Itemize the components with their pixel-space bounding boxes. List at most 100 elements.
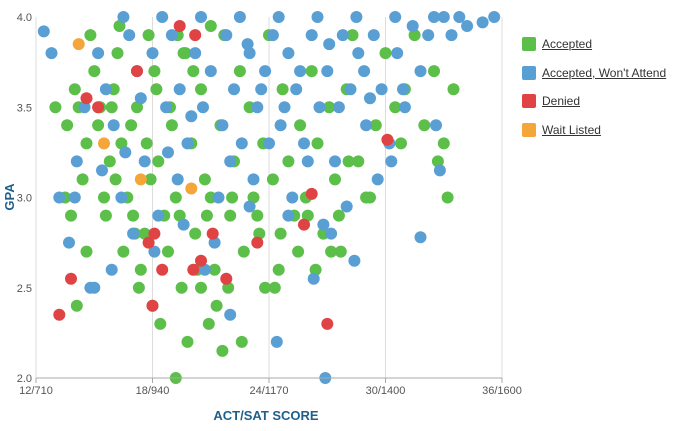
data-point-accepted-won-t-attend-25[interactable] [228,83,240,96]
data-point-accepted-won-t-attend-35[interactable] [305,29,318,42]
data-point-accepted-102[interactable] [125,119,138,132]
data-point-accepted-64[interactable] [408,29,421,42]
data-point-accepted-won-t-attend-3[interactable] [63,236,75,249]
data-point-accepted-88[interactable] [70,299,83,312]
data-point-accepted-34[interactable] [224,209,237,222]
data-point-accepted-7[interactable] [98,191,110,204]
data-point-accepted-won-t-attend-79[interactable] [198,263,211,276]
data-point-accepted-won-t-attend-81[interactable] [148,245,161,258]
data-point-accepted-won-t-attend-64[interactable] [350,11,363,23]
data-point-accepted-119[interactable] [441,191,454,204]
data-point-accepted-53[interactable] [323,101,336,114]
data-point-accepted-won-t-attend-92[interactable] [385,155,398,168]
data-point-accepted-70[interactable] [99,209,112,222]
data-point-accepted-won-t-attend-13[interactable] [138,155,151,168]
data-point-denied-15[interactable] [305,187,318,200]
data-point-accepted-won-t-attend-30[interactable] [266,29,279,42]
data-point-accepted-won-t-attend-105[interactable] [282,209,295,222]
data-point-accepted-44[interactable] [272,263,285,276]
data-point-accepted-1[interactable] [61,119,74,132]
data-point-denied-5[interactable] [148,227,161,240]
data-point-wait-listed-3[interactable] [134,173,147,186]
data-point-denied-14[interactable] [298,218,310,231]
data-point-accepted-won-t-attend-104[interactable] [243,200,256,213]
data-point-accepted-2[interactable] [68,83,81,96]
data-point-accepted-won-t-attend-11[interactable] [123,29,136,42]
data-point-accepted-won-t-attend-102[interactable] [177,218,190,231]
data-point-accepted-90[interactable] [200,209,213,222]
data-point-accepted-won-t-attend-24[interactable] [220,29,233,42]
data-point-accepted-17[interactable] [144,173,157,186]
data-point-accepted-68[interactable] [447,83,460,96]
data-point-accepted-won-t-attend-21[interactable] [197,101,209,114]
data-point-accepted-79[interactable] [204,20,217,32]
data-point-accepted-won-t-attend-29[interactable] [259,65,272,78]
data-point-accepted-won-t-attend-15[interactable] [152,209,165,222]
data-point-accepted-won-t-attend-83[interactable] [105,263,118,276]
data-point-accepted-13[interactable] [127,209,140,222]
data-point-accepted-won-t-attend-2[interactable] [53,191,66,204]
data-point-accepted-109[interactable] [202,317,215,330]
data-point-accepted-86[interactable] [65,209,77,222]
data-point-accepted-40[interactable] [253,227,266,240]
data-point-accepted-won-t-attend-85[interactable] [68,191,81,204]
data-point-accepted-16[interactable] [138,227,151,240]
data-point-accepted-won-t-attend-98[interactable] [162,146,174,159]
data-point-accepted-87[interactable] [80,245,93,258]
data-point-accepted-62[interactable] [389,101,402,114]
data-point-accepted-won-t-attend-69[interactable] [263,137,275,150]
data-point-accepted-won-t-attend-7[interactable] [92,47,105,60]
data-point-accepted-91[interactable] [226,191,239,204]
data-point-accepted-111[interactable] [216,344,229,357]
data-point-accepted-won-t-attend-73[interactable] [348,254,361,267]
data-point-accepted-57[interactable] [346,29,359,42]
legend-item-accepted-wont-attend[interactable]: Accepted, Won't Attend [522,59,666,88]
data-point-accepted-won-t-attend-37[interactable] [321,65,334,78]
data-point-accepted-61[interactable] [379,47,392,60]
data-point-accepted-won-t-attend-51[interactable] [430,119,442,132]
data-point-accepted-18[interactable] [148,65,161,78]
data-point-accepted-won-t-attend-5[interactable] [78,101,91,114]
data-point-denied-18[interactable] [92,101,105,114]
data-point-accepted-won-t-attend-70[interactable] [286,191,299,204]
data-point-accepted-98[interactable] [222,281,235,294]
data-point-denied-4[interactable] [142,236,155,249]
data-point-accepted-28[interactable] [195,83,207,96]
data-point-denied-10[interactable] [195,254,207,267]
data-point-accepted-won-t-attend-84[interactable] [88,281,101,294]
data-point-accepted-72[interactable] [132,281,145,294]
data-point-accepted-won-t-attend-103[interactable] [208,236,221,249]
data-point-accepted-24[interactable] [175,281,188,294]
data-point-accepted-won-t-attend-53[interactable] [445,29,458,42]
data-point-accepted-won-t-attend-40[interactable] [344,83,357,96]
data-point-accepted-won-t-attend-74[interactable] [414,231,427,244]
data-point-accepted-won-t-attend-68[interactable] [247,173,260,186]
data-point-accepted-36[interactable] [233,65,246,78]
data-point-accepted-won-t-attend-8[interactable] [99,83,112,96]
data-point-accepted-won-t-attend-38[interactable] [329,155,341,168]
data-point-accepted-67[interactable] [437,137,450,150]
data-point-accepted-won-t-attend-88[interactable] [255,83,268,96]
data-point-accepted-won-t-attend-52[interactable] [437,11,450,23]
data-point-accepted-won-t-attend-54[interactable] [453,11,466,23]
data-point-accepted-won-t-attend-41[interactable] [352,47,365,60]
data-point-accepted-won-t-attend-60[interactable] [195,11,207,23]
data-point-accepted-won-t-attend-43[interactable] [367,29,380,42]
data-point-accepted-51[interactable] [311,137,324,150]
data-point-accepted-won-t-attend-108[interactable] [364,92,376,105]
data-point-accepted-won-t-attend-14[interactable] [146,47,159,60]
data-point-accepted-won-t-attend-4[interactable] [70,155,83,168]
data-point-accepted-8[interactable] [103,155,116,168]
data-point-denied-8[interactable] [187,263,200,276]
data-point-accepted-won-t-attend-62[interactable] [272,11,285,23]
data-point-accepted-won-t-attend-72[interactable] [325,227,338,240]
data-point-accepted-77[interactable] [210,299,223,312]
data-point-accepted-won-t-attend-26[interactable] [235,137,248,150]
data-point-accepted-50[interactable] [305,65,318,78]
data-point-accepted-won-t-attend-47[interactable] [398,101,411,114]
data-point-denied-9[interactable] [189,29,202,42]
data-point-accepted-83[interactable] [187,65,200,78]
data-point-accepted-won-t-attend-86[interactable] [278,101,291,114]
data-point-wait-listed-2[interactable] [185,182,198,195]
data-point-accepted-94[interactable] [292,245,305,258]
